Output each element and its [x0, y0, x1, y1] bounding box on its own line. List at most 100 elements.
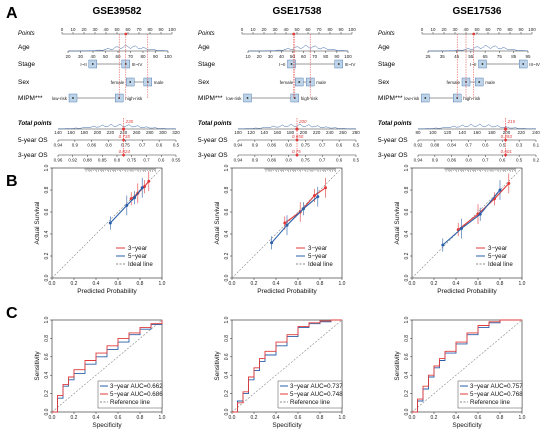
- age-tick-label: 50: [103, 54, 109, 59]
- y-tick-label: 0.0: [224, 274, 230, 281]
- age-tick-label: 20: [257, 54, 263, 59]
- stage-level-label: I~II: [279, 62, 285, 67]
- points-tick-label: 10: [250, 27, 256, 32]
- nomogram-column: GSE17536 Points Age Stage Sex MIPM*** Total po…: [378, 6, 540, 163]
- age-tick-label: 75: [497, 54, 503, 59]
- y-tick-label: 0.2: [404, 390, 410, 397]
- dataset-title: GSE17536: [453, 6, 502, 17]
- roc-chart-frame: [231, 319, 343, 413]
- x-tick-label: 0.2: [431, 415, 438, 421]
- age-tick-label: 65: [483, 54, 489, 59]
- roc-legend-label: 5−year AUC=0.748: [290, 391, 343, 398]
- x-axis-label: Predicted Probability: [437, 288, 497, 295]
- os5-tick-label: 0.86: [267, 143, 276, 148]
- os5-point: [295, 138, 299, 142]
- os3-tick-label: 0.6: [499, 158, 506, 163]
- total-tick-label: 200: [503, 130, 511, 135]
- os5-tick-label: 0.6: [482, 143, 489, 148]
- total-tick-label: 220: [313, 130, 321, 135]
- x-tick-label: 0.0: [409, 415, 416, 421]
- total-tick-label: 140: [458, 130, 466, 135]
- total-tick-label: 280: [352, 130, 360, 135]
- mipm-level-label: low-risk: [226, 96, 242, 101]
- os5-tick-label: 0.88: [430, 143, 439, 148]
- x-tick-label: 0.4: [93, 281, 100, 287]
- age-tick-label: 60: [115, 54, 121, 59]
- os3-value: 0.75: [292, 149, 301, 154]
- stage-dot: [481, 63, 484, 65]
- x-tick-label: 0.8: [497, 415, 504, 421]
- y-axis-label: Sensitivity: [214, 351, 221, 381]
- mipm-dot: [246, 97, 249, 99]
- roc-legend-label: Reference line: [110, 399, 150, 406]
- x-tick-label: 0.2: [251, 415, 258, 421]
- os3-tick-label: 0.75: [127, 158, 136, 163]
- age-tick-label: 40: [90, 54, 96, 59]
- five-year-point: [133, 196, 136, 200]
- x-tick-label: 0.4: [273, 415, 280, 421]
- row-label-total: Total points: [18, 121, 52, 127]
- points-tick-label: 80: [507, 27, 513, 32]
- total-tick-label: 120: [444, 130, 452, 135]
- roc-legend-box: [277, 380, 343, 409]
- row-label-sex: Sex: [18, 79, 30, 86]
- x-axis-label: Specificity: [452, 422, 482, 429]
- os3-tick-label: 0.75: [301, 158, 310, 163]
- roc-legend-label: Reference line: [470, 399, 510, 406]
- x-tick-label: 0.6: [475, 281, 482, 287]
- row-label-sex: Sex: [198, 79, 210, 86]
- age-tick-label: 70: [312, 54, 318, 59]
- stage-dot: [522, 63, 525, 65]
- age-density: [428, 44, 529, 52]
- sex-level-label: male: [485, 80, 495, 85]
- dataset-title: GSE17538: [273, 6, 322, 17]
- calibration-chart: 0.00.0 0.2 0.2 0.4 0.4 0.6 0.6 0.8 0.8 1.0 1.0 Pred…: [394, 164, 526, 295]
- age-density: [68, 44, 169, 52]
- total-tick-label: 300: [159, 130, 167, 135]
- os3-tick-label: 0.7: [482, 158, 489, 163]
- age-tick-label: 45: [454, 54, 460, 59]
- three-year-point: [313, 194, 316, 197]
- nomogram-column: GSE39582 Points Age Stage Sex MIPM*** Total po…: [18, 6, 181, 163]
- row-label-sex: Sex: [378, 79, 390, 86]
- total-tick-label: 240: [532, 130, 540, 135]
- y-tick-label: 0.8: [224, 335, 230, 342]
- age-tick-label: 10: [245, 54, 251, 59]
- total-tick-label: 240: [120, 130, 128, 135]
- points-tick-label: 70: [136, 27, 142, 32]
- total-point: [122, 127, 126, 131]
- points-marker: [472, 32, 476, 36]
- three-year-point: [324, 186, 327, 190]
- sex-dot: [298, 81, 301, 83]
- stage-level-label: I~II: [80, 62, 86, 67]
- row-label-age: Age: [198, 44, 210, 51]
- row-label-total: Total points: [378, 121, 412, 127]
- mipm-level-label: high-risk: [301, 96, 319, 101]
- row-label-points: Points: [378, 31, 395, 37]
- x-tick-label: 0.2: [431, 281, 438, 287]
- five-year-line: [109, 187, 143, 224]
- os5-tick-label: 0.84: [447, 143, 456, 148]
- points-tick-label: 80: [327, 27, 333, 32]
- os3-value: 0.601: [501, 149, 513, 154]
- five-year-roc-curve: [232, 319, 342, 413]
- stage-level-label: III~IV: [345, 62, 356, 67]
- row-label-os3: 3-year OS: [198, 152, 228, 159]
- total-tick-label: 140: [54, 130, 62, 135]
- y-tick-label: 0.0: [44, 274, 50, 281]
- x-tick-label: 0.4: [453, 415, 460, 421]
- points-tick-label: 40: [283, 27, 289, 32]
- os5-tick-label: 0.7: [139, 143, 146, 148]
- row-label-os3: 3-year OS: [18, 152, 48, 159]
- total-tick-label: 260: [133, 130, 141, 135]
- age-tick-label: 70: [128, 54, 134, 59]
- age-tick-label: 25: [425, 54, 431, 59]
- five-year-point: [478, 212, 482, 216]
- total-tick-label: 80: [415, 130, 421, 135]
- y-tick-label: 0.8: [404, 335, 410, 342]
- x-tick-label: 0.8: [317, 281, 324, 287]
- points-tick-label: 20: [81, 27, 87, 32]
- x-tick-label: 0.0: [409, 281, 416, 287]
- points-tick-label: 60: [305, 27, 311, 32]
- roc-chart: 0.00.0 0.2 0.2 0.4 0.4 0.6 0.6 0.8 0.8 1.0 1.0 Spec…: [34, 316, 166, 429]
